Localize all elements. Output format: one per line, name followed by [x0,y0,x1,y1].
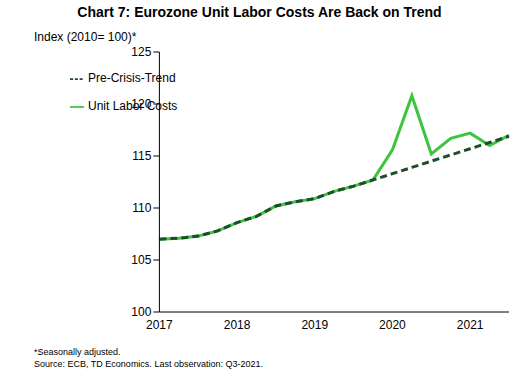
svg-text:110: 110 [132,201,151,215]
svg-text:105: 105 [131,253,151,267]
svg-text:100: 100 [131,305,151,319]
svg-text:2018: 2018 [224,318,251,332]
svg-text:120: 120 [131,97,151,111]
svg-text:115: 115 [132,149,151,163]
svg-text:2019: 2019 [301,318,328,332]
svg-text:125: 125 [131,45,151,59]
svg-text:2020: 2020 [379,318,406,332]
svg-text:2021: 2021 [457,318,484,332]
svg-text:2017: 2017 [146,318,173,332]
